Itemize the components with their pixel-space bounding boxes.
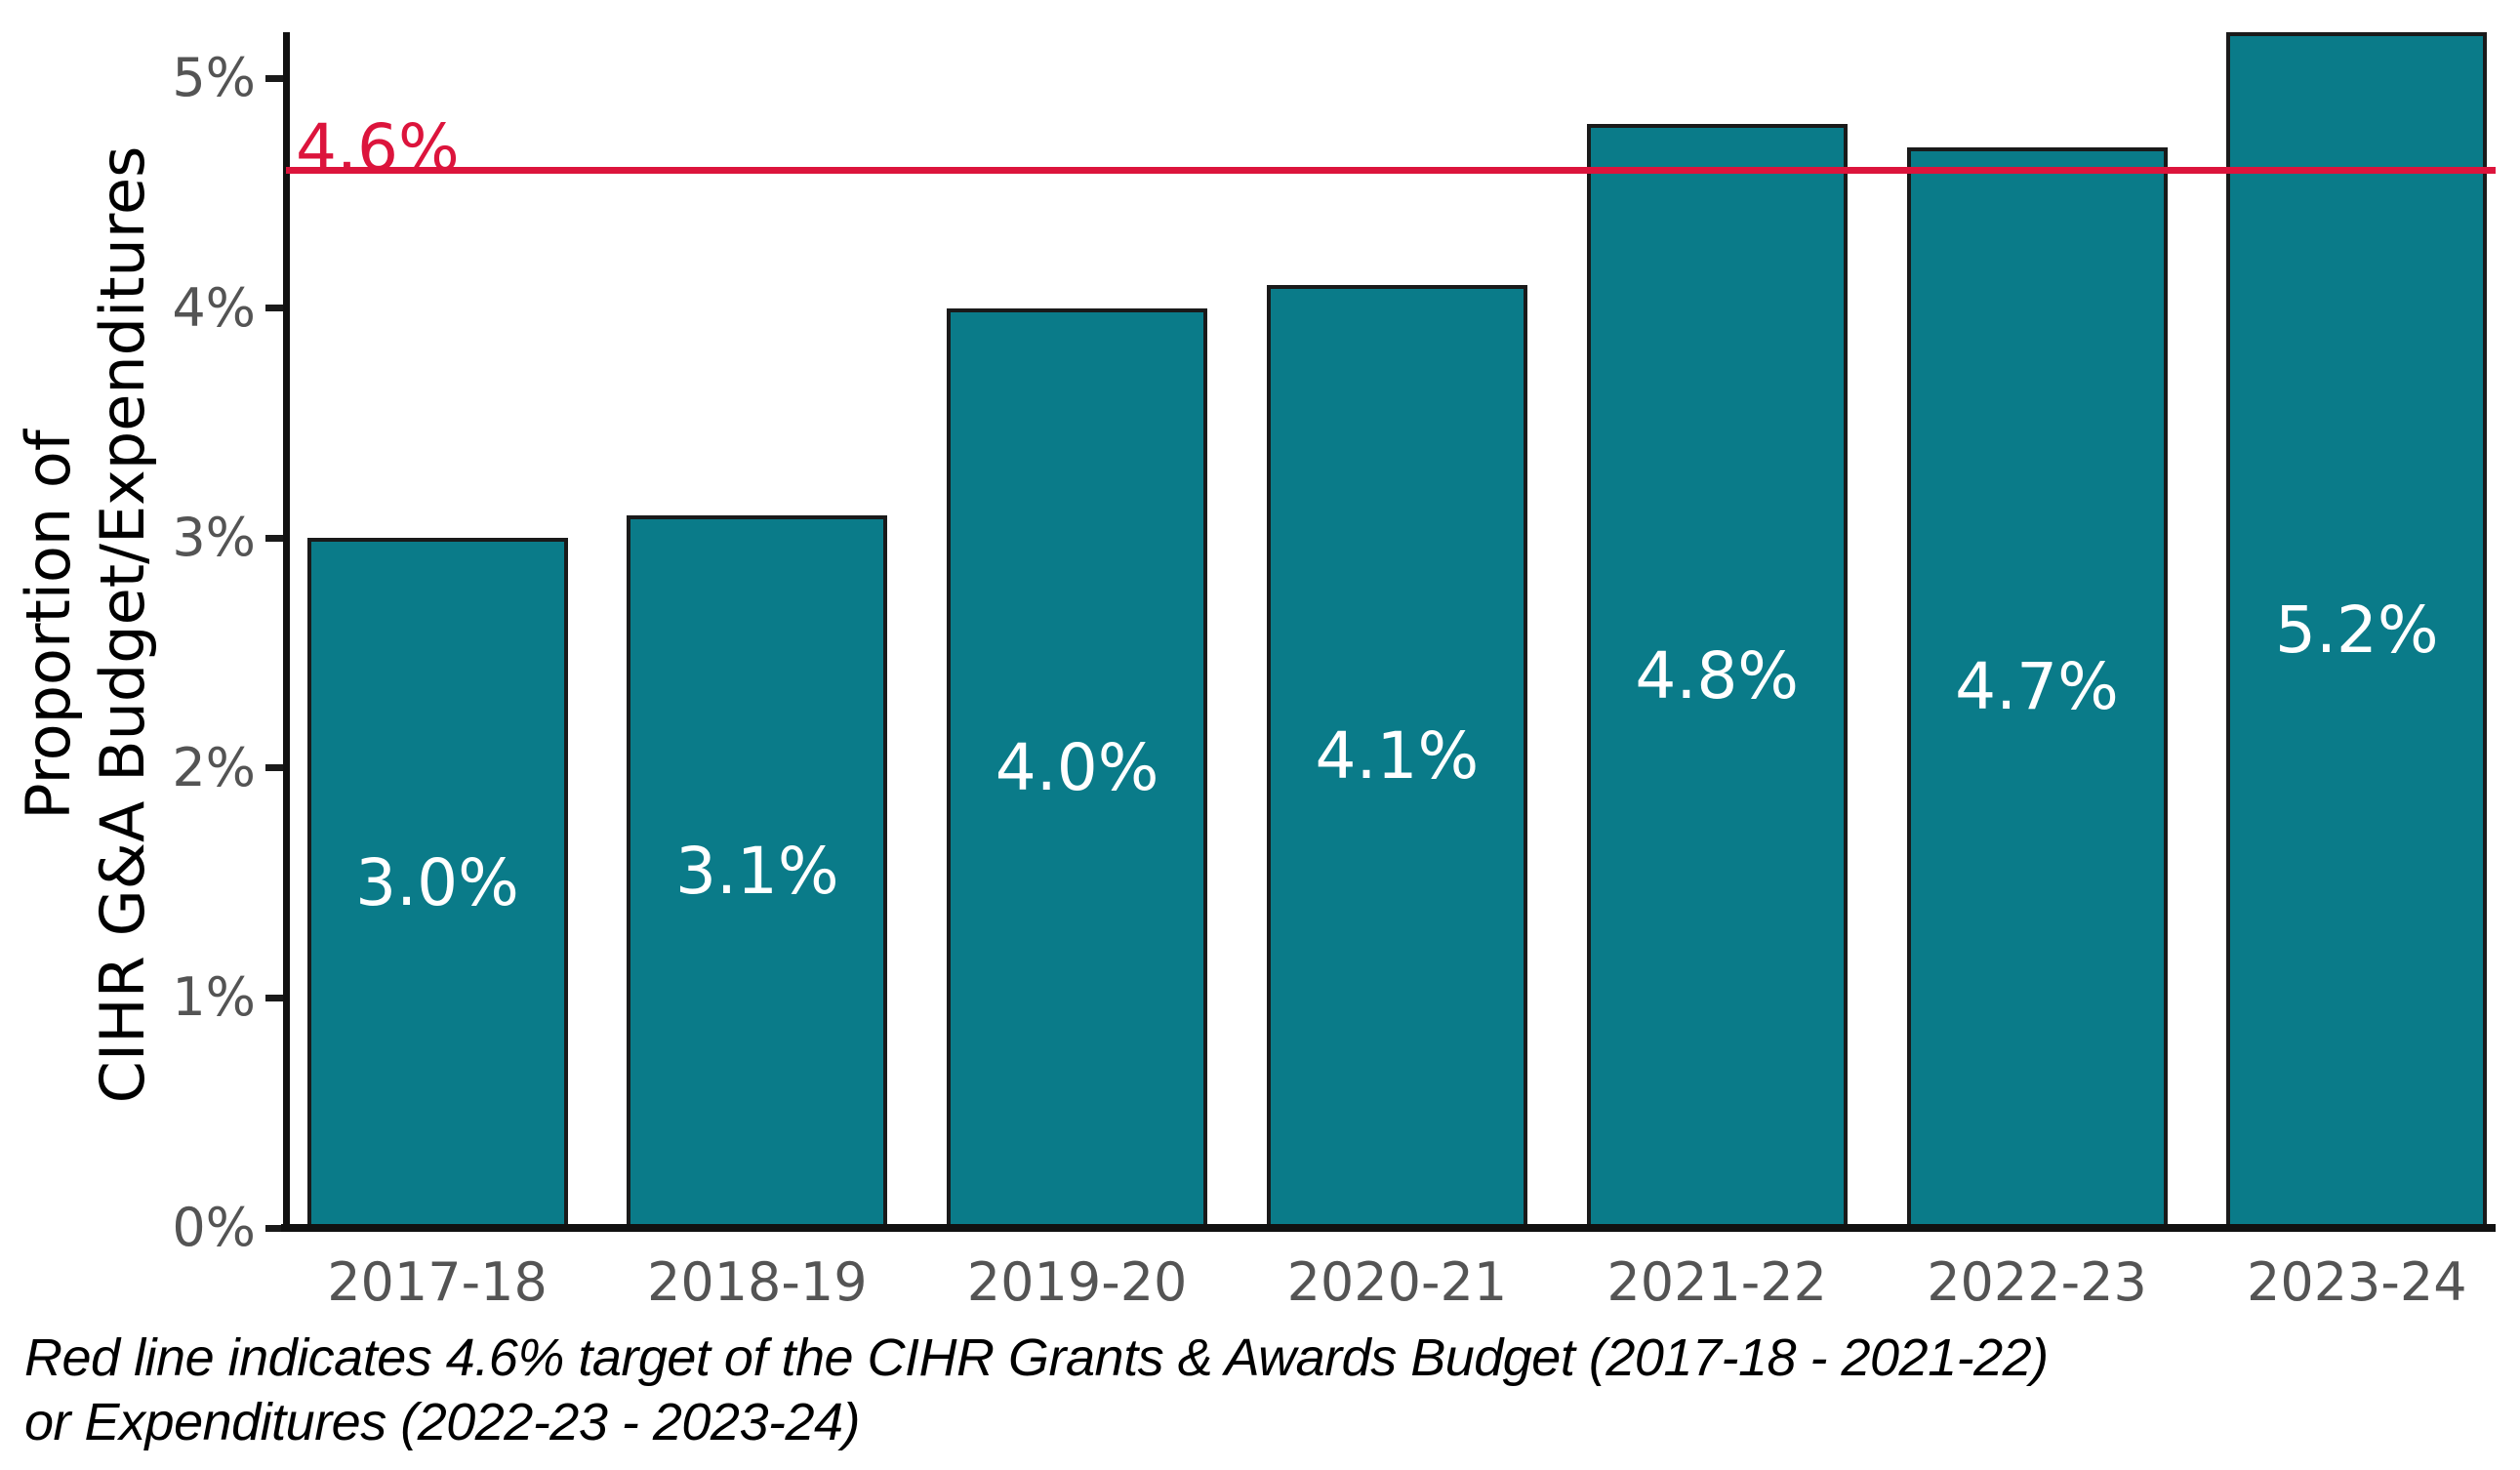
bar-2022-23: 4.7% <box>1906 146 2168 1228</box>
x-tick-label-2019-20: 2019-20 <box>966 1251 1188 1313</box>
bar-value-label: 4.1% <box>1315 718 1480 795</box>
x-tick-label-2021-22: 2021-22 <box>1606 1251 1827 1313</box>
bar-value-label: 3.1% <box>674 833 839 909</box>
y-tick-mark <box>265 1224 283 1232</box>
y-tick-mark <box>265 764 283 772</box>
y-tick-label: 5% <box>172 47 256 109</box>
x-tick-label-2017-18: 2017-18 <box>327 1251 548 1313</box>
y-tick-label: 1% <box>172 966 256 1029</box>
y-tick-mark <box>265 534 283 542</box>
target-line-label: 4.6% <box>296 109 460 185</box>
bar-2019-20: 4.0% <box>947 307 1208 1228</box>
y-axis-line <box>283 32 290 1232</box>
bar-value-label: 4.7% <box>1955 649 2119 725</box>
bar-2018-19: 3.1% <box>627 514 888 1228</box>
y-tick-label: 0% <box>172 1197 256 1258</box>
bar-2020-21: 4.1% <box>1266 285 1527 1228</box>
bar-value-label: 4.0% <box>995 729 1159 805</box>
chart-caption: Red line indicates 4.6% target of the CI… <box>24 1326 2049 1454</box>
x-tick-label-2018-19: 2018-19 <box>646 1251 868 1313</box>
y-tick-label: 4% <box>172 276 256 339</box>
bar-value-label: 5.2% <box>2274 592 2439 668</box>
bar-value-label: 3.0% <box>355 844 519 920</box>
x-axis-line <box>281 1224 2496 1232</box>
chart-caption-line1: Red line indicates 4.6% target of the CI… <box>24 1328 2049 1387</box>
bar-2017-18: 3.0% <box>306 538 568 1228</box>
target-line <box>286 166 2496 174</box>
y-tick-label: 3% <box>172 507 256 569</box>
bar-2023-24: 5.2% <box>2226 32 2488 1228</box>
chart-caption-line2: or Expenditures (2022-23 - 2023-24) <box>24 1393 861 1451</box>
y-tick-mark <box>265 994 283 1001</box>
x-tick-label-2020-21: 2020-21 <box>1286 1251 1508 1313</box>
x-tick-label-2023-24: 2023-24 <box>2246 1251 2467 1313</box>
y-tick-label: 2% <box>172 736 256 798</box>
bar-2021-22: 4.8% <box>1586 124 1848 1228</box>
y-tick-mark <box>265 305 283 312</box>
y-tick-mark <box>265 74 283 82</box>
x-tick-label-2022-23: 2022-23 <box>1927 1251 2147 1313</box>
bar-value-label: 4.8% <box>1635 637 1800 714</box>
